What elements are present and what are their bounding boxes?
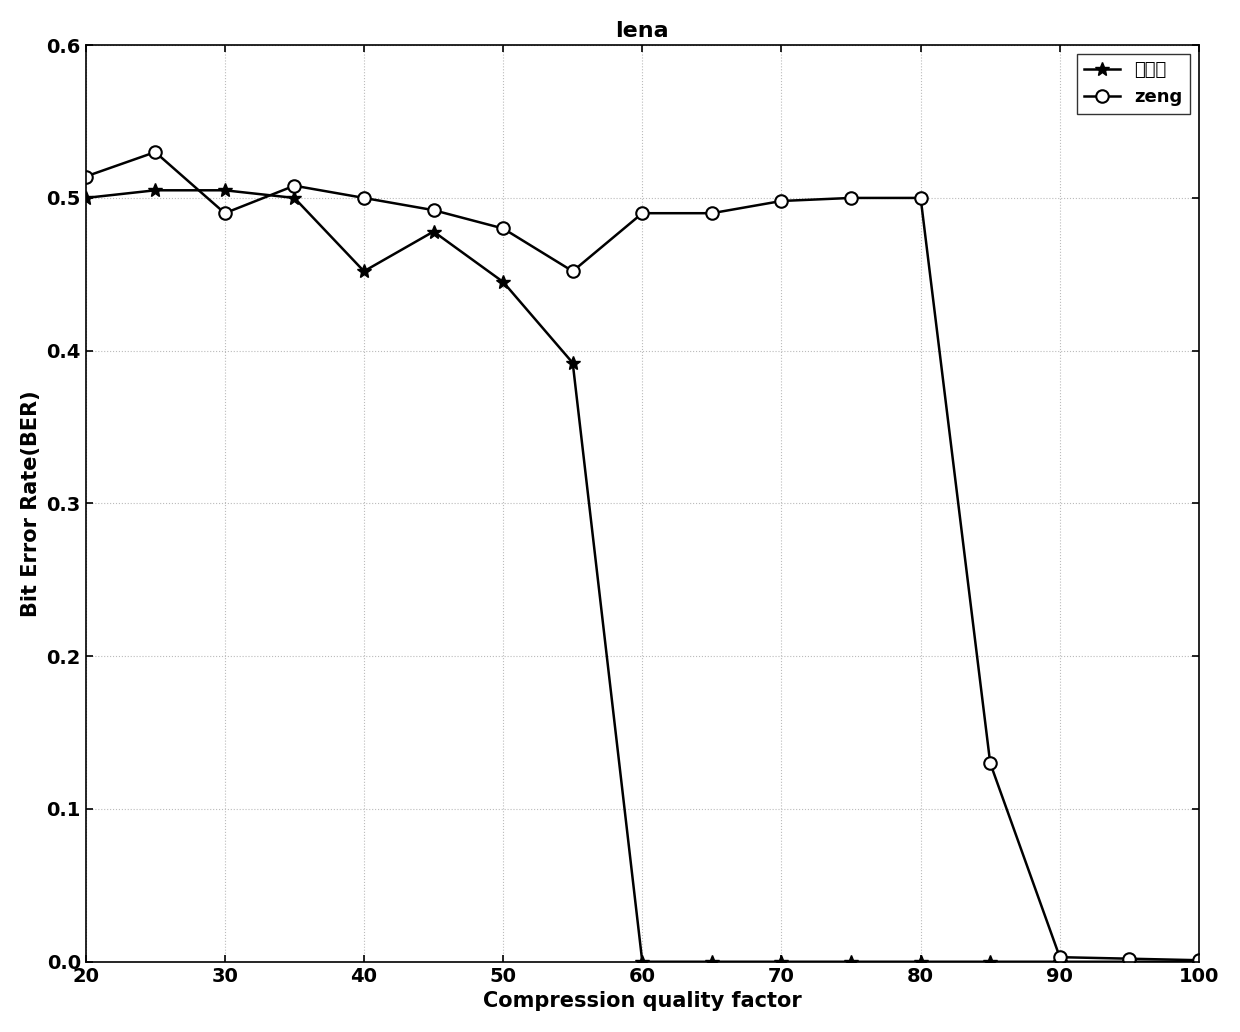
本方案 bbox=[983, 956, 998, 968]
本方案 bbox=[427, 225, 441, 237]
本方案 bbox=[843, 956, 858, 968]
本方案 bbox=[148, 184, 162, 196]
zeng bbox=[427, 204, 441, 217]
zeng bbox=[983, 756, 998, 769]
Y-axis label: Bit Error Rate(BER): Bit Error Rate(BER) bbox=[21, 390, 41, 617]
zeng bbox=[635, 207, 650, 220]
zeng bbox=[704, 207, 719, 220]
zeng bbox=[774, 195, 789, 207]
本方案 bbox=[635, 956, 650, 968]
本方案 bbox=[565, 357, 580, 369]
zeng bbox=[1053, 950, 1068, 963]
本方案 bbox=[774, 956, 789, 968]
zeng bbox=[78, 170, 93, 183]
X-axis label: Compression quality factor: Compression quality factor bbox=[482, 991, 802, 1011]
zeng bbox=[357, 192, 372, 204]
本方案 bbox=[217, 184, 232, 196]
zeng bbox=[148, 146, 162, 158]
本方案 bbox=[496, 276, 511, 288]
本方案 bbox=[704, 956, 719, 968]
zeng bbox=[1122, 953, 1137, 965]
Line: 本方案: 本方案 bbox=[78, 184, 1207, 969]
本方案 bbox=[1122, 956, 1137, 968]
本方案 bbox=[913, 956, 928, 968]
Legend: 本方案, zeng: 本方案, zeng bbox=[1076, 55, 1190, 114]
本方案 bbox=[357, 265, 372, 278]
zeng bbox=[1192, 954, 1207, 966]
zeng bbox=[565, 265, 580, 278]
本方案 bbox=[286, 192, 301, 204]
本方案 bbox=[1053, 956, 1068, 968]
zeng bbox=[913, 192, 928, 204]
zeng bbox=[496, 222, 511, 234]
zeng bbox=[286, 180, 301, 192]
Title: lena: lena bbox=[615, 21, 670, 41]
zeng bbox=[843, 192, 858, 204]
Line: zeng: zeng bbox=[79, 146, 1205, 967]
zeng bbox=[217, 207, 232, 220]
本方案 bbox=[1192, 956, 1207, 968]
本方案 bbox=[78, 192, 93, 204]
